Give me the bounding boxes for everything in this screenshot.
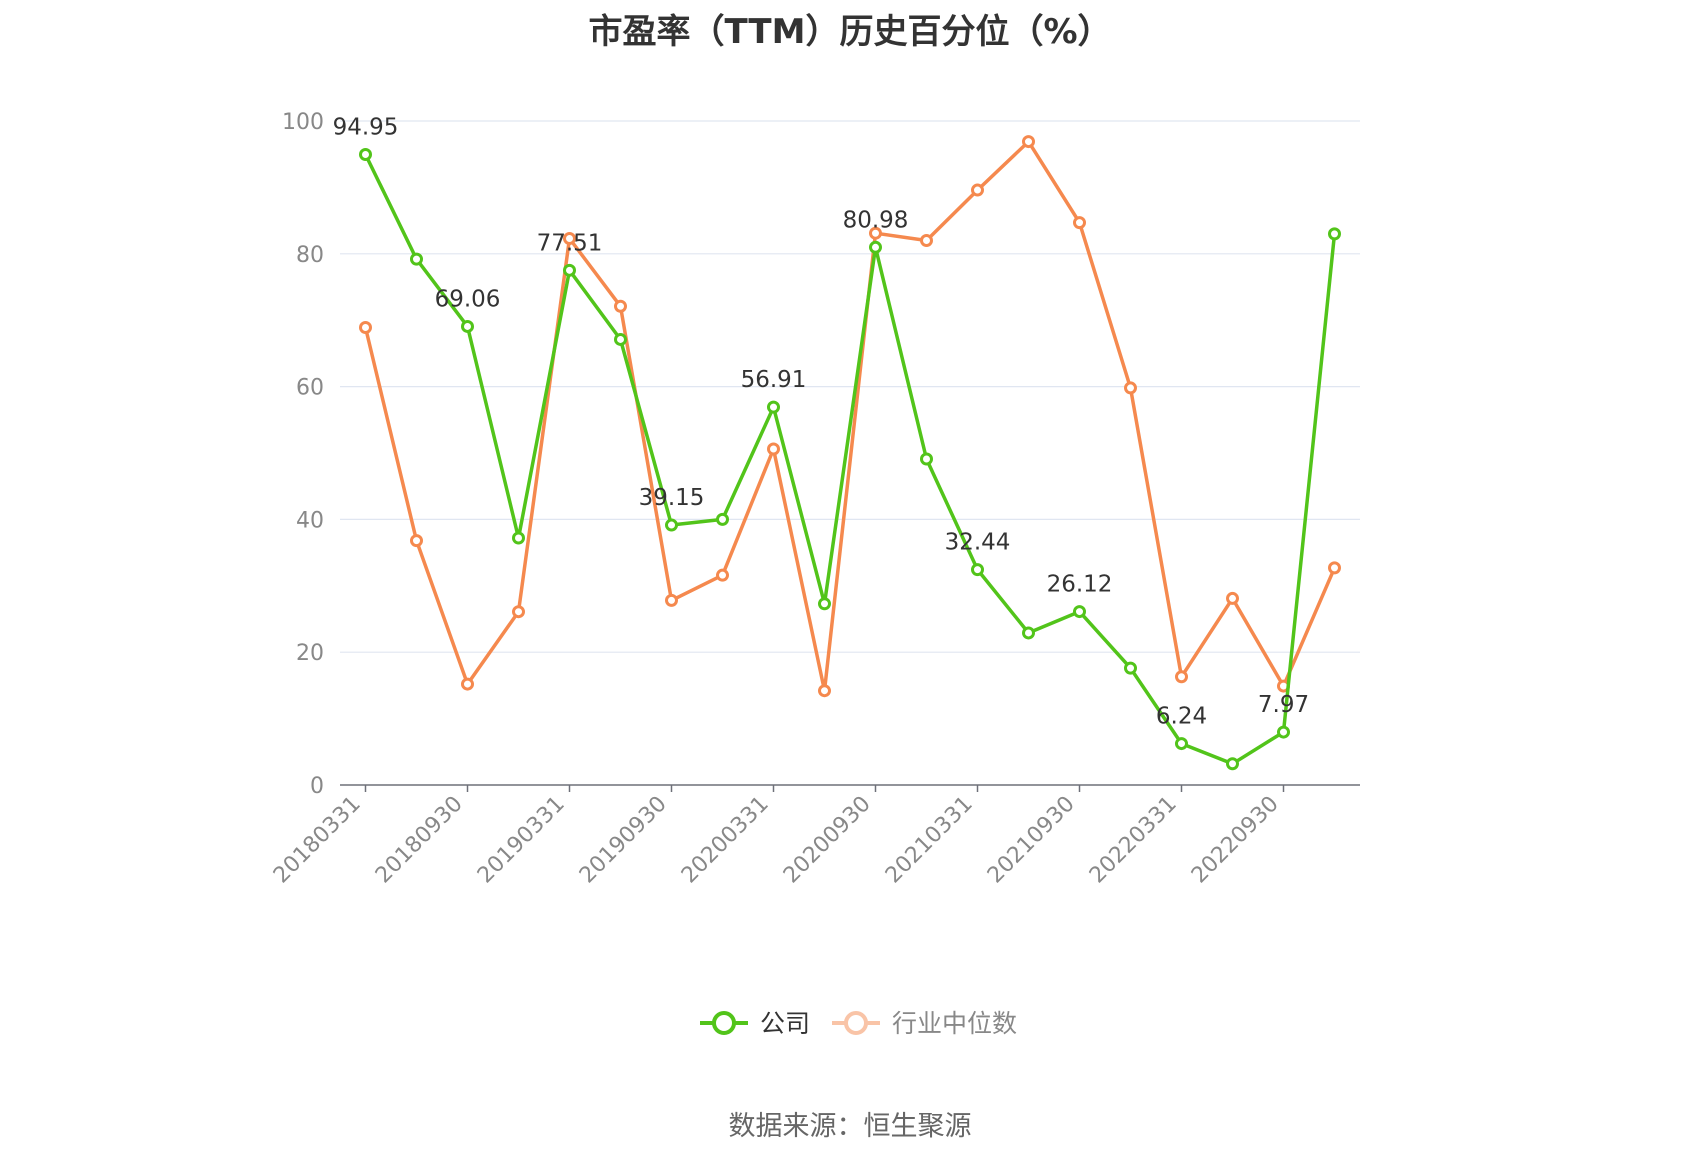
x-tick-label: 20180331 <box>269 792 366 889</box>
series-line-1 <box>363 139 1337 693</box>
data-point-0 <box>1277 725 1290 739</box>
data-point-1 <box>461 677 474 691</box>
chart-title: 市盈率（TTM）历史百分位（%） <box>588 12 1112 52</box>
data-point-1 <box>818 684 831 698</box>
x-tick-label: 20210930 <box>983 792 1080 889</box>
data-point-0 <box>665 518 678 532</box>
data-point-0 <box>410 252 423 266</box>
data-point-0 <box>1073 605 1086 619</box>
x-tick-label: 20200930 <box>779 792 876 889</box>
y-tick-label: 60 <box>296 376 324 401</box>
data-point-0 <box>563 263 576 277</box>
data-point-1 <box>1124 381 1137 395</box>
data-point-0 <box>920 452 933 466</box>
data-point-1 <box>1073 216 1086 230</box>
data-point-1 <box>410 534 423 548</box>
x-tick-label: 20220331 <box>1085 792 1182 889</box>
series-layer <box>359 135 1341 771</box>
data-point-1 <box>869 226 882 240</box>
x-tick-label: 20190930 <box>575 792 672 889</box>
data-point-1 <box>563 232 576 246</box>
data-label: 56.91 <box>741 367 807 393</box>
data-label: 94.95 <box>333 115 399 141</box>
data-point-1 <box>1226 591 1239 605</box>
data-point-1 <box>920 234 933 248</box>
data-point-0 <box>1226 757 1239 771</box>
data-label: 6.24 <box>1156 704 1207 730</box>
data-point-0 <box>1328 227 1341 241</box>
data-point-0 <box>1124 661 1137 675</box>
data-point-0 <box>971 563 984 577</box>
x-tick-label: 20220930 <box>1187 792 1284 889</box>
x-tick-label: 20200331 <box>677 792 774 889</box>
data-label: 80.98 <box>843 207 909 233</box>
legend-label: 公司 <box>760 1009 810 1038</box>
data-point-1 <box>1328 561 1341 575</box>
data-point-1 <box>665 593 678 607</box>
x-tick-label: 20210331 <box>881 792 978 889</box>
data-label: 77.51 <box>537 230 603 256</box>
data-point-1 <box>1022 135 1035 149</box>
axis-layer: 0 20 40 60 80 100 20180331 20180930 20190331 2019… <box>269 110 1360 888</box>
series-line-0 <box>363 153 1337 766</box>
legend[interactable]: 公司 行业中位数 <box>700 1009 1017 1038</box>
data-point-0 <box>767 400 780 414</box>
grid-layer <box>340 120 1360 653</box>
x-tick-label: 20190331 <box>473 792 570 889</box>
data-point-0 <box>869 240 882 254</box>
data-point-0 <box>716 512 729 526</box>
y-tick-label: 100 <box>282 110 324 135</box>
data-label: 32.44 <box>945 530 1011 556</box>
data-point-0 <box>818 597 831 611</box>
source-note: 数据来源：恒生聚源 <box>728 1111 972 1142</box>
data-label: 39.15 <box>639 485 705 511</box>
data-label: 69.06 <box>435 286 501 312</box>
legend-label: 行业中位数 <box>892 1009 1017 1038</box>
data-point-0 <box>359 148 372 162</box>
x-tick-label: 20180930 <box>371 792 468 889</box>
data-point-1 <box>971 183 984 197</box>
data-point-1 <box>1175 670 1188 684</box>
data-label-layer: 94.95 69.06 77.51 39.15 56.91 80.98 32.44 26.12… <box>333 115 1310 730</box>
data-point-1 <box>614 299 627 313</box>
legend-marker <box>844 1011 868 1035</box>
y-tick-label: 0 <box>310 774 324 799</box>
data-point-1 <box>716 568 729 582</box>
data-point-1 <box>359 321 372 335</box>
legend-item-1[interactable]: 行业中位数 <box>832 1009 1017 1038</box>
y-tick-label: 20 <box>296 641 324 666</box>
data-point-0 <box>614 332 627 346</box>
data-label: 26.12 <box>1047 572 1113 598</box>
y-tick-label: 80 <box>296 243 324 268</box>
y-tick-label: 40 <box>296 508 324 533</box>
data-point-0 <box>512 531 525 545</box>
legend-item-0[interactable]: 公司 <box>700 1009 810 1038</box>
data-point-0 <box>461 319 474 333</box>
data-label: 7.97 <box>1258 692 1309 718</box>
data-point-1 <box>512 605 525 619</box>
data-point-1 <box>767 442 780 456</box>
data-point-0 <box>1022 626 1035 640</box>
legend-marker <box>712 1011 736 1035</box>
data-point-0 <box>1175 737 1188 751</box>
